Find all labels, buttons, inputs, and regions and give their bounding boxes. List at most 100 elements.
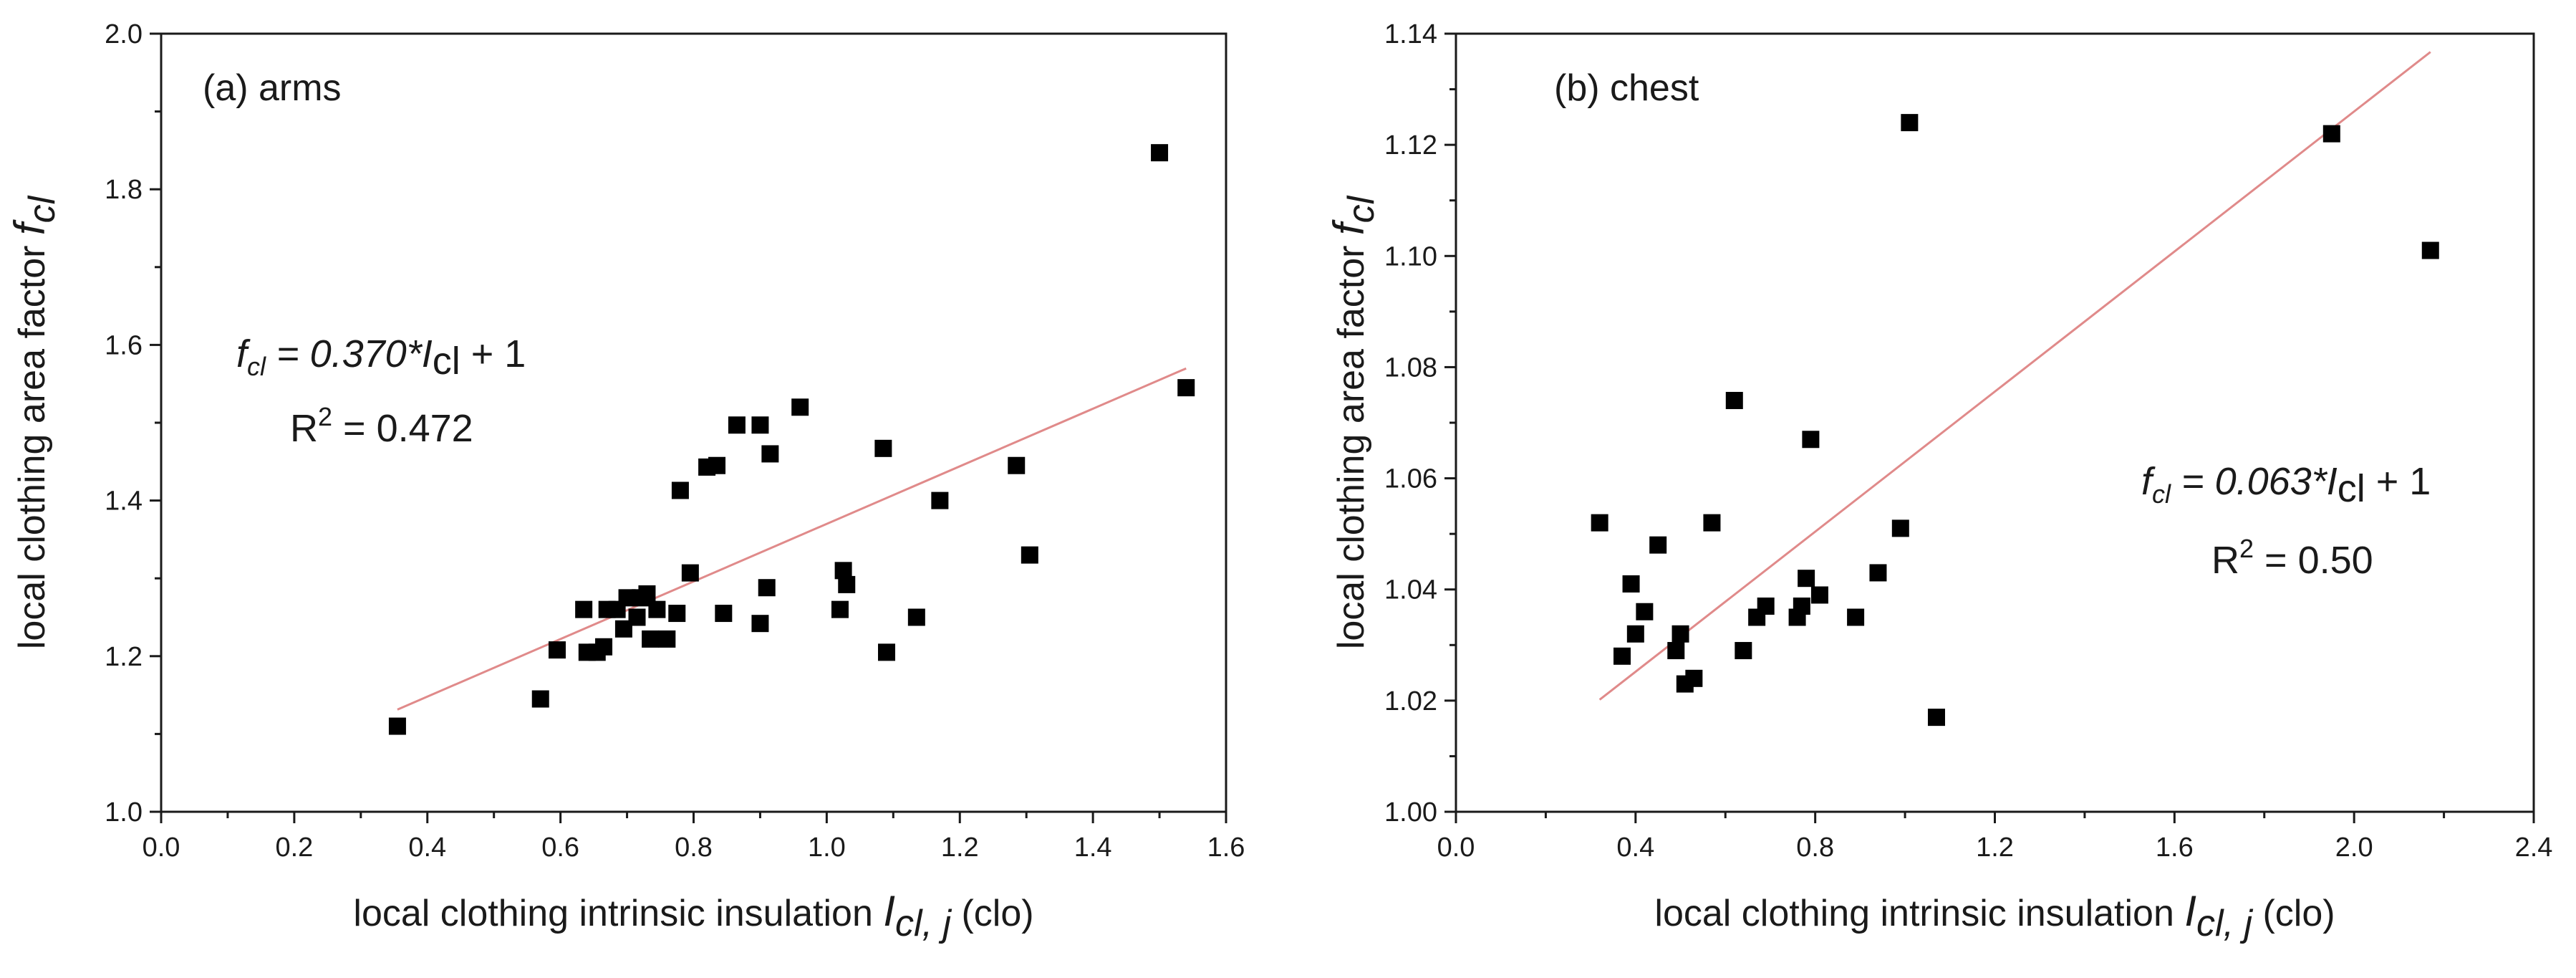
r2-base: R bbox=[2211, 539, 2239, 582]
y-tick-label: 2.0 bbox=[105, 19, 143, 49]
data-point bbox=[1622, 575, 1640, 593]
data-point bbox=[1798, 570, 1815, 588]
x-tick-label: 0.4 bbox=[1616, 833, 1654, 863]
data-point bbox=[878, 643, 896, 661]
data-point bbox=[1636, 603, 1654, 620]
data-point bbox=[1869, 564, 1887, 582]
r2-base: R bbox=[290, 407, 318, 450]
y-tick-label: 1.02 bbox=[1384, 686, 1437, 716]
r2-superscript: 2 bbox=[318, 402, 332, 431]
data-point bbox=[1021, 546, 1038, 564]
x-tick-label: 1.6 bbox=[1207, 833, 1245, 863]
plot-frame bbox=[1455, 32, 2535, 813]
fit-line bbox=[1598, 51, 2431, 701]
panel-label: (a) arms bbox=[203, 67, 342, 109]
data-point bbox=[791, 398, 809, 416]
data-point bbox=[1008, 456, 1026, 474]
y-title-main: local clothing area factor bbox=[1331, 235, 1372, 649]
data-point bbox=[1847, 608, 1865, 626]
r2-superscript: 2 bbox=[2239, 534, 2254, 563]
y-tick-label: 1.08 bbox=[1384, 353, 1437, 383]
fit-equation: fcl = 0.370*Icl + 1 bbox=[236, 332, 526, 383]
data-point bbox=[1901, 114, 1919, 132]
data-point bbox=[1703, 514, 1721, 532]
y-axis-title: local clothing area factor fcl bbox=[6, 195, 63, 649]
x-tick-label: 1.4 bbox=[1074, 833, 1112, 863]
y-title-variable: f bbox=[6, 219, 54, 235]
x-tick-label: 0.0 bbox=[143, 833, 180, 863]
x-tick-label: 1.6 bbox=[2156, 833, 2194, 863]
data-point bbox=[1927, 709, 1945, 727]
data-point bbox=[1649, 536, 1667, 554]
data-point bbox=[761, 445, 779, 463]
x-title-subscript: cl, j bbox=[2196, 903, 2253, 944]
y-title-main: local clothing area factor bbox=[11, 235, 53, 649]
data-point bbox=[1802, 431, 1820, 449]
data-point bbox=[1891, 519, 1909, 537]
data-point bbox=[1735, 642, 1752, 660]
eq-variable-sub: cl bbox=[2338, 467, 2365, 510]
eq-equals: = bbox=[266, 332, 310, 375]
data-point bbox=[638, 585, 656, 603]
data-point bbox=[838, 575, 856, 593]
data-point bbox=[751, 615, 769, 633]
data-point bbox=[628, 608, 646, 626]
y-tick-label: 1.06 bbox=[1384, 464, 1437, 494]
y-tick-label: 1.0 bbox=[105, 797, 143, 828]
data-point bbox=[1151, 144, 1169, 162]
y-tick-label: 1.6 bbox=[105, 330, 143, 360]
x-title-variable: I bbox=[2184, 887, 2196, 935]
x-title-main: local clothing intrinsic insulation bbox=[1654, 893, 2184, 934]
y-tick-label: 1.4 bbox=[105, 486, 143, 517]
data-point bbox=[671, 481, 689, 499]
y-tick-label: 1.2 bbox=[105, 642, 143, 672]
y-tick-label: 1.10 bbox=[1384, 241, 1437, 272]
x-axis-title: local clothing intrinsic insulation Icl,… bbox=[353, 887, 1033, 944]
data-point bbox=[531, 690, 549, 708]
data-point bbox=[751, 416, 769, 434]
data-point bbox=[1626, 625, 1644, 643]
y-tick-label: 1.00 bbox=[1384, 797, 1437, 828]
data-point bbox=[728, 416, 746, 434]
fit-equation: fcl = 0.063*Icl + 1 bbox=[2141, 460, 2431, 510]
data-point bbox=[1177, 379, 1195, 397]
eq-rest: + 1 bbox=[2365, 460, 2431, 503]
data-point bbox=[1810, 586, 1828, 604]
y-title-variable: f bbox=[1325, 219, 1373, 235]
data-point bbox=[2421, 241, 2439, 259]
x-title-main: local clothing intrinsic insulation bbox=[353, 893, 883, 934]
y-title-subscript: cl bbox=[21, 195, 63, 223]
x-tick-label: 1.2 bbox=[1976, 833, 2014, 863]
x-title-subscript: cl, j bbox=[895, 903, 952, 944]
eq-variable: I bbox=[422, 332, 433, 375]
chart-panel-arms: 0.0 0.2 0.4 0.6 0.8 1.0 1.2 1.4 1.6 1.0 1.2 1.4 1.6 1… bbox=[6, 19, 1245, 944]
x-title-unit: (clo) bbox=[951, 893, 1034, 934]
eq-variable: I bbox=[2327, 460, 2338, 503]
fit-line bbox=[397, 367, 1187, 711]
x-tick-label: 1.2 bbox=[941, 833, 979, 863]
data-point bbox=[388, 717, 406, 735]
x-tick-label: 0.8 bbox=[1796, 833, 1834, 863]
panel-label: (b) chest bbox=[1554, 67, 1699, 109]
eq-lhs: f bbox=[236, 332, 251, 375]
data-point bbox=[668, 605, 686, 623]
data-point bbox=[648, 600, 666, 618]
x-tick-label: 0.8 bbox=[675, 833, 713, 863]
data-point bbox=[1671, 625, 1689, 643]
eq-equals: = bbox=[2171, 460, 2215, 503]
data-point bbox=[642, 630, 660, 648]
data-point bbox=[658, 630, 676, 648]
x-title-unit: (clo) bbox=[2252, 893, 2335, 934]
data-point bbox=[758, 579, 776, 597]
data-point bbox=[548, 641, 566, 659]
data-point bbox=[708, 456, 726, 474]
data-point bbox=[1757, 597, 1775, 615]
data-point bbox=[1725, 391, 1743, 409]
x-tick-label: 0.2 bbox=[275, 833, 313, 863]
x-axis-title: local clothing intrinsic insulation Icl,… bbox=[1654, 887, 2335, 944]
x-tick-label: 0.6 bbox=[541, 833, 579, 863]
x-tick-label: 2.4 bbox=[2515, 833, 2553, 863]
data-point bbox=[681, 564, 699, 582]
data-point bbox=[1793, 597, 1810, 615]
data-point bbox=[1613, 647, 1631, 665]
